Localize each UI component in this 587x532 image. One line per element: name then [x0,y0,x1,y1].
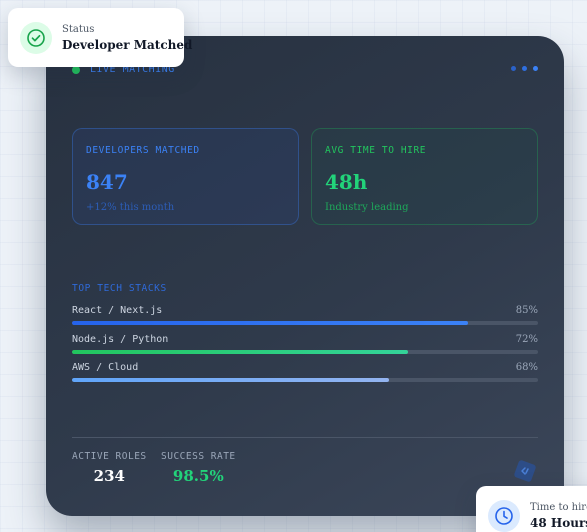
dashboard-card: LIVE MATCHING DEVELOPERS MATCHED 847 +12… [46,36,564,516]
check-circle-icon [20,21,52,54]
time-to-hire-popup: Time to hire 48 Hours [476,486,587,532]
active-roles-stat: ACTIVE ROLES 234 [72,451,147,485]
stat-card-developers-matched: DEVELOPERS MATCHED 847 +12% this month [72,128,299,225]
stat-value: 48h [325,170,368,194]
progress-track [72,321,538,325]
success-rate-stat: SUCCESS RATE 98.5% [161,451,236,485]
progress-track [72,378,538,382]
live-indicator-dot [72,65,80,74]
stack-item-aws: AWS / Cloud 68% [72,362,538,382]
code-cube-icon [512,458,538,484]
progress-track [72,350,538,354]
stack-item-react: React / Next.js 85% [72,305,538,325]
stat-label: AVG TIME TO HIRE [325,145,427,156]
stat-subtext: +12% this month [86,202,175,213]
stat-label: DEVELOPERS MATCHED [86,145,200,156]
active-roles-label: ACTIVE ROLES [72,451,147,462]
stat-card-avg-time-to-hire: AVG TIME TO HIRE 48h Industry leading [311,128,538,225]
progress-fill [72,321,469,325]
stat-value: 847 [86,170,128,194]
active-roles-value: 234 [93,467,125,485]
success-rate-label: SUCCESS RATE [161,451,236,462]
progress-fill [72,350,408,354]
hire-value: 48 Hours [530,516,587,530]
dot-icon [533,66,538,71]
divider [72,437,538,438]
live-status-row: LIVE MATCHING [72,64,175,75]
dot-icon [522,66,527,71]
status-value: Developer Matched [62,37,193,52]
status-label: Status [62,23,95,35]
dot-icon [511,66,516,71]
stack-percent: 68% [515,362,538,373]
stack-name: AWS / Cloud [72,362,139,373]
stack-name: React / Next.js [72,305,163,316]
status-popup: Status Developer Matched [8,8,192,67]
clock-icon [488,500,520,532]
stack-percent: 85% [515,305,538,316]
stack-item-node: Node.js / Python 72% [72,334,538,354]
more-options-icon[interactable] [511,66,538,71]
hire-label: Time to hire [530,502,587,513]
live-label: LIVE MATCHING [90,64,175,75]
stat-subtext: Industry leading [325,202,409,213]
progress-fill [72,378,389,382]
stack-percent: 72% [515,334,538,345]
tech-stacks-title: TOP TECH STACKS [72,283,167,294]
stack-name: Node.js / Python [72,334,169,345]
success-rate-value: 98.5% [172,467,224,485]
